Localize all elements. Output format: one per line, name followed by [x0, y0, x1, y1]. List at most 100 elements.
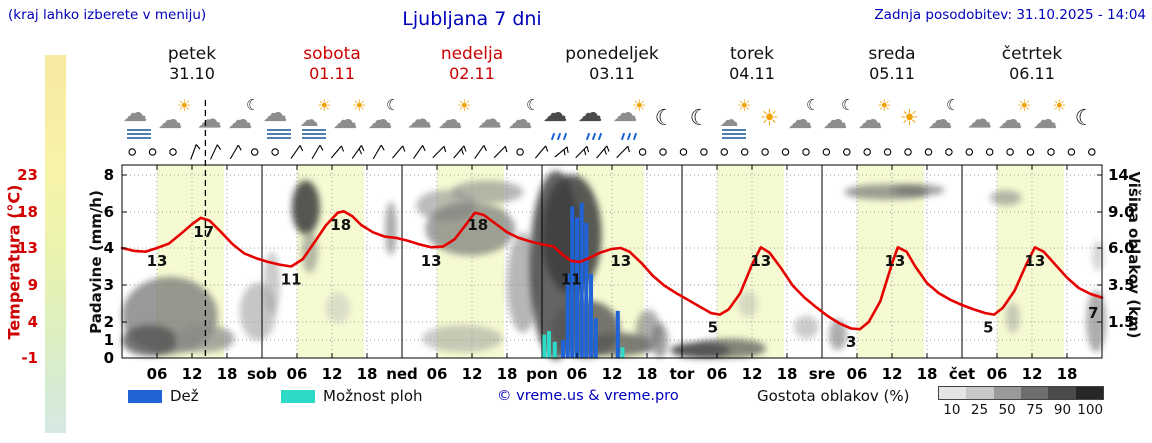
credit-link[interactable]: © vreme.us & vreme.pro: [497, 388, 679, 404]
grid: [122, 165, 1102, 358]
temperature-line: [120, 210, 1104, 331]
svg-text:06: 06: [427, 365, 448, 383]
svg-text:ned: ned: [386, 365, 418, 383]
svg-text:12: 12: [742, 365, 763, 383]
density-tick: 75: [1026, 402, 1044, 418]
weather-icon-fog-cloud: ☁: [123, 98, 157, 140]
weather-icons-row: ☁ ☀ ☁ ☁ ☾ ☁ ☁ ☀ ☁ ☀ ☁ ☾ ☁ ☁ ☀ ☁ ☁ ☾ ☁ ☁ ☁ ☀ ☁ ☾ ☾ ☀ ☁ ☀ ☾ ☁ ☾ ☁ ☀ ☁ ☀ ☾ ☁ ☁ ☀ ☁…: [122, 96, 1102, 142]
weather-icon-sun-cloud: ☀ ☁: [997, 96, 1032, 134]
day-header-četrtek: četrtek 06.11: [962, 44, 1102, 84]
svg-text:9: 9: [28, 276, 38, 294]
day-header-sreda: sreda 05.11: [822, 44, 962, 84]
svg-text:5: 5: [983, 319, 993, 337]
day-name: sreda: [868, 44, 916, 64]
svg-text:-1: -1: [21, 349, 38, 367]
temperature-colorbar: [45, 55, 66, 433]
rain-legend-swatch: [128, 390, 162, 403]
cloud-axis-ticks: 14 9.0 6.0 3.5 1.5: [1108, 166, 1135, 331]
temperature-value-labels: 13 17 11 18 13 18 11 13 5 13 3 13 5 13 7: [147, 216, 1099, 351]
svg-text:13: 13: [17, 239, 38, 257]
svg-text:06: 06: [987, 365, 1008, 383]
last-update: Zadnja posodobitev: 31.10.2025 - 14:04: [874, 7, 1146, 23]
svg-text:12: 12: [462, 365, 483, 383]
svg-text:18: 18: [497, 365, 518, 383]
showers-legend-label: Možnost ploh: [323, 387, 423, 405]
weather-icon-rain-cloud: ☁: [578, 98, 612, 141]
day-boundaries: [261, 165, 963, 358]
weather-icon-cloud: ☁: [477, 104, 502, 134]
weather-icon-moon-cloud: ☾ ☁: [787, 96, 820, 134]
day-name: petek: [167, 44, 217, 64]
svg-text:12: 12: [182, 365, 203, 383]
weather-icon-moon: ☾: [689, 106, 710, 131]
svg-text:18: 18: [330, 216, 351, 234]
density-tick: 90: [1053, 402, 1072, 418]
weather-icon-sun-fog: ☀ ☁: [718, 98, 752, 140]
day-name: ponedeljek: [565, 44, 659, 64]
svg-text:13: 13: [1024, 252, 1045, 270]
svg-text:18: 18: [917, 365, 938, 383]
svg-text:06: 06: [147, 365, 168, 383]
weather-icon-cloud: ☁: [967, 104, 992, 134]
svg-text:18: 18: [637, 365, 658, 383]
weather-icon-sun-rain: ☀ ☁: [613, 98, 647, 141]
svg-text:18: 18: [357, 365, 378, 383]
weather-icon-sun-cloud: ☀ ☁: [1032, 96, 1067, 134]
weather-icon-sun: ☀: [899, 106, 920, 131]
weather-icon-cloud: ☁: [197, 104, 222, 134]
svg-text:0: 0: [104, 349, 114, 367]
svg-text:14: 14: [1108, 166, 1129, 184]
svg-text:3: 3: [104, 276, 114, 294]
weather-icon-sun-cloud: ☀ ☁: [157, 96, 192, 134]
svg-text:17: 17: [193, 223, 214, 241]
svg-text:18: 18: [777, 365, 798, 383]
svg-text:1.5: 1.5: [1108, 313, 1135, 331]
day-name: nedelja: [440, 44, 504, 64]
density-tick: 50: [998, 402, 1016, 418]
svg-text:13: 13: [610, 252, 631, 270]
rain-bars: [561, 202, 620, 359]
day-header-ponedeljek: ponedeljek 03.11: [542, 44, 682, 84]
svg-text:5: 5: [708, 319, 718, 337]
svg-text:6.0: 6.0: [1108, 239, 1135, 257]
axis-ticks: [122, 165, 1102, 358]
weather-icon-moon-cloud: ☾ ☁: [927, 96, 960, 134]
svg-text:sre: sre: [809, 365, 836, 383]
precip-axis-ticks: 8 6 4 3 210: [104, 166, 114, 367]
svg-text:3.5: 3.5: [1108, 276, 1135, 294]
svg-text:13: 13: [884, 252, 905, 270]
svg-text:06: 06: [847, 365, 868, 383]
weather-icon-moon-cloud: ☾ ☁: [227, 96, 260, 134]
page-title: Ljubljana 7 dni: [402, 8, 542, 30]
day-date: 06.11: [1009, 64, 1055, 84]
day-name: torek: [730, 44, 774, 64]
weather-icon-moon: ☾: [1074, 106, 1095, 131]
day-header-torek: torek 04.11: [682, 44, 822, 84]
density-tick: 25: [970, 402, 989, 418]
svg-text:9.0: 9.0: [1108, 203, 1135, 221]
svg-text:8: 8: [104, 166, 114, 184]
svg-text:čet: čet: [949, 365, 975, 383]
svg-text:13: 13: [147, 252, 168, 270]
weather-icon-sun-cloud: ☀ ☁: [857, 96, 892, 134]
svg-text:1: 1: [104, 331, 114, 349]
day-date: 04.11: [729, 64, 775, 84]
weather-icon-sun-cloud: ☀ ☁: [437, 96, 472, 134]
day-date: 02.11: [449, 64, 495, 84]
day-date: 01.11: [309, 64, 355, 84]
day-date: 31.10: [169, 64, 215, 84]
svg-text:11: 11: [281, 271, 302, 289]
cloud-density-tick-labels: 10 25 50 75 90 100: [938, 402, 1104, 418]
svg-text:13: 13: [750, 252, 771, 270]
weather-icon-moon-cloud: ☾ ☁: [507, 96, 540, 134]
svg-text:13: 13: [421, 252, 442, 270]
svg-text:11: 11: [561, 271, 582, 289]
svg-text:tor: tor: [670, 365, 695, 383]
cloud-density-legend-label: Gostota oblakov (%): [757, 387, 910, 405]
svg-text:6: 6: [104, 203, 114, 221]
svg-text:2: 2: [104, 313, 114, 331]
day-header-petek: petek 31.10: [122, 44, 262, 84]
weather-icon-rain-cloud: ☁: [543, 98, 577, 141]
